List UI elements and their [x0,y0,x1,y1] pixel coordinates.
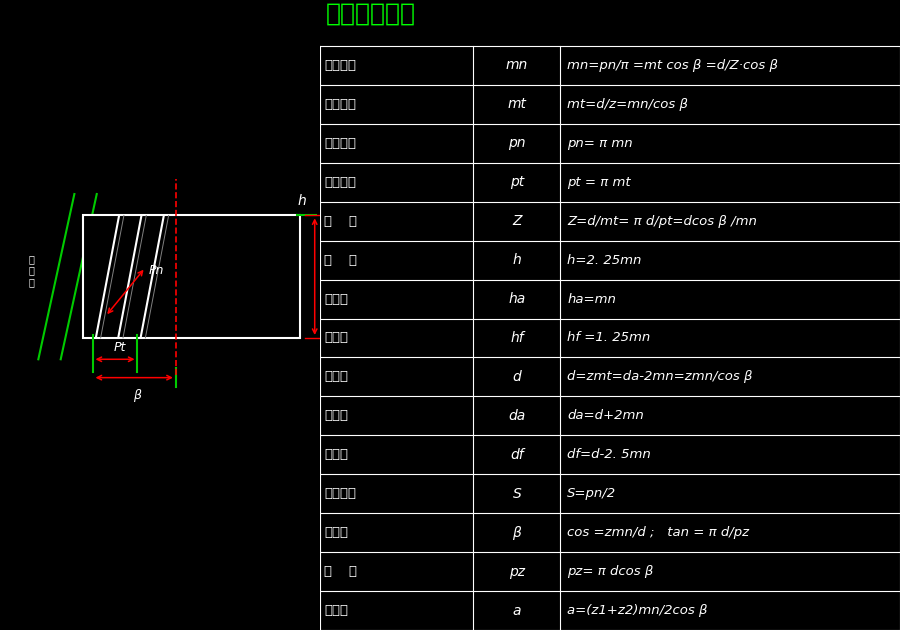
Text: β: β [133,389,141,402]
Text: ha: ha [508,292,526,306]
Text: ha=mn: ha=mn [567,292,616,306]
Text: pt = π mt: pt = π mt [567,176,631,189]
Text: β: β [512,525,521,540]
Text: hf: hf [510,331,524,345]
Text: Z=d/mt= π d/pt=dcos β /mn: Z=d/mt= π d/pt=dcos β /mn [567,215,757,227]
Text: Pn: Pn [148,264,164,277]
Text: df=d-2. 5mn: df=d-2. 5mn [567,449,651,461]
Text: 齿根圆: 齿根圆 [324,449,348,461]
Text: 齿    高: 齿 高 [324,254,357,266]
Text: d=zmt=da-2mn=zmn/cos β: d=zmt=da-2mn=zmn/cos β [567,370,753,384]
Text: 端面齿距: 端面齿距 [324,176,356,189]
Text: da=d+2mn: da=d+2mn [567,410,644,422]
Text: 导    程: 导 程 [324,565,357,578]
Text: 斜齿模数齿轮: 斜齿模数齿轮 [325,1,415,25]
Text: h: h [298,194,306,208]
Text: d: d [512,370,521,384]
Text: 齿根高: 齿根高 [324,331,348,345]
Text: df: df [510,448,524,462]
Text: 齿顶高: 齿顶高 [324,292,348,306]
Text: 法向齿距: 法向齿距 [324,137,356,150]
Text: pn: pn [508,136,526,151]
Text: h: h [512,253,521,267]
Text: cos =zmn/d ;   tan = π d/pz: cos =zmn/d ; tan = π d/pz [567,526,750,539]
Text: 齿    数: 齿 数 [324,215,357,227]
Text: S: S [512,487,521,501]
Text: mt=d/z=mn/cos β: mt=d/z=mn/cos β [567,98,688,111]
Text: mt: mt [508,98,526,112]
Text: S=pn/2: S=pn/2 [567,487,616,500]
Text: 齿顶圆: 齿顶圆 [324,410,348,422]
Text: 螺
旋
角: 螺 旋 角 [29,254,34,287]
Text: 中心距: 中心距 [324,604,348,617]
Text: pz= π dcos β: pz= π dcos β [567,565,653,578]
Bar [83,215,301,338]
Text: a: a [513,604,521,617]
Text: da: da [508,409,526,423]
Text: pn= π mn: pn= π mn [567,137,633,150]
Text: Pt: Pt [113,341,126,355]
Text: 螺旋角: 螺旋角 [324,526,348,539]
Text: mn: mn [506,59,528,72]
Text: 法向齿厚: 法向齿厚 [324,487,356,500]
Text: 分度圆: 分度圆 [324,370,348,384]
Text: 端面模数: 端面模数 [324,98,356,111]
Text: a=(z1+z2)mn/2cos β: a=(z1+z2)mn/2cos β [567,604,708,617]
Text: hf =1. 25mn: hf =1. 25mn [567,331,651,345]
Text: h=2. 25mn: h=2. 25mn [567,254,642,266]
Text: mn=pn/π =mt cos β =d/Z·cos β: mn=pn/π =mt cos β =d/Z·cos β [567,59,778,72]
Text: Z: Z [512,214,522,228]
Text: pt: pt [509,175,524,189]
Text: pz: pz [508,564,525,578]
Text: 法向模数: 法向模数 [324,59,356,72]
